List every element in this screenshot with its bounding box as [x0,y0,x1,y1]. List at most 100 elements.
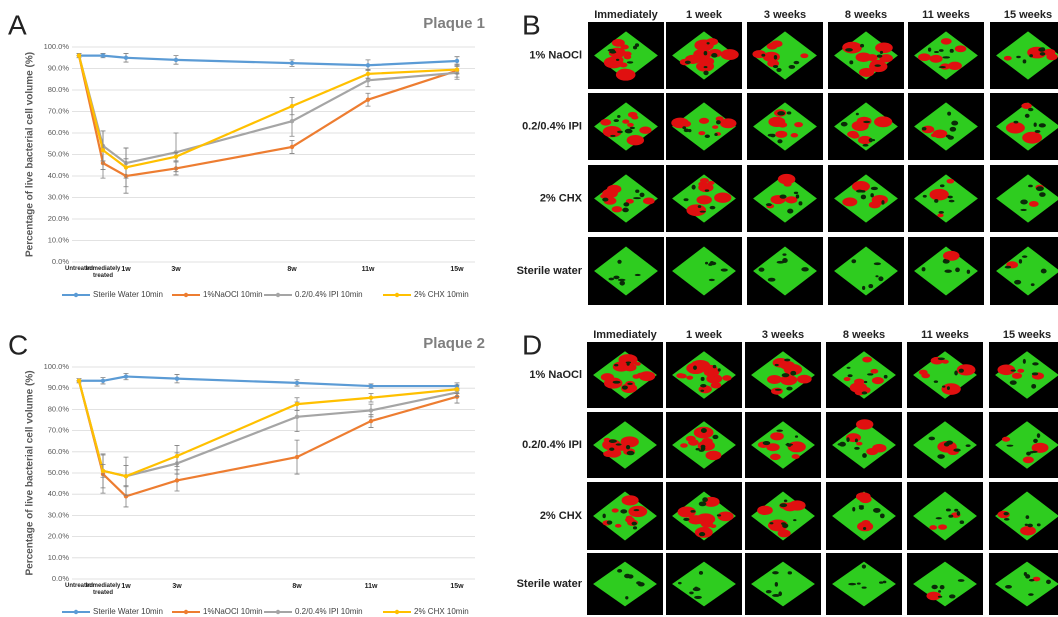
biofilm-gap [862,564,866,568]
biofilm-gap [967,270,970,274]
biofilm-red [688,439,699,445]
legend-marker [184,293,188,297]
biofilm-red [639,127,651,134]
biofilm-gap [770,134,775,138]
biofilm-gap [1041,269,1047,274]
biofilm-gap [620,281,625,286]
data-point [369,419,373,423]
legend-label: 2% CHX 10min [414,290,469,299]
biofilm-gap [775,364,779,366]
biofilm-gap [617,131,623,134]
biofilm-gap [618,279,626,281]
data-point [101,53,105,57]
biofilm-gap [786,387,792,391]
biofilm-red [698,131,705,135]
biofilm-gap [705,134,710,138]
biofilm-gap [705,262,708,265]
legend-marker [74,293,78,297]
biofilm-gap [1023,359,1026,364]
biofilm-gap [862,453,867,458]
biofilm-red [696,195,711,204]
biofilm-gap [955,268,960,273]
biofilm-red [699,118,709,124]
biofilm-red [1022,132,1042,144]
biofilm-red [686,376,693,380]
data-point [124,474,128,478]
biofilm-gap [768,278,776,282]
legend-label: 2% CHX 10min [414,607,469,616]
biofilm-gap [939,49,944,52]
biofilm-red [622,495,639,505]
biofilm-gap [627,363,630,366]
biofilm-gap [1005,266,1011,269]
x-tick-label: 11w [353,583,389,590]
y-tick-label: 60.0% [48,128,70,137]
biofilm-red [770,432,784,440]
biofilm-gap [693,587,701,591]
biofilm-gap [946,509,951,512]
biofilm-gap [1004,512,1009,515]
biofilm-red [771,388,783,395]
biofilm-gap [1024,572,1027,576]
biofilm-gap [950,49,954,53]
biofilm-gap [622,385,628,389]
biofilm-gap [688,129,692,132]
biofilm-gap [957,511,960,516]
biofilm-red [926,592,940,601]
biofilm-gap [789,65,796,69]
biofilm-gap [790,371,796,376]
biofilm-gap [862,144,868,147]
y-tick-label: 70.0% [48,426,70,435]
biofilm-gap [868,284,873,288]
biofilm-gap [699,571,703,575]
biofilm-gap [776,429,783,431]
data-point [124,56,128,60]
biofilm-gap [689,592,694,595]
y-tick-label: 0.0% [52,257,69,266]
y-tick-label: 10.0% [48,235,70,244]
y-tick-label: 100.0% [44,42,70,51]
x-tick-label: 8w [274,266,310,273]
x-tick-label: 15w [439,266,475,273]
data-point [455,67,459,71]
biofilm-gap [862,286,865,290]
biofilm-gap [959,369,964,373]
biofilm-gap [700,211,706,213]
biofilm-gap [859,505,864,507]
biofilm-gap [874,262,881,265]
y-tick-label: 70.0% [48,106,70,115]
biofilm-gap [875,275,878,277]
data-point [366,97,370,101]
biofilm-gap [1046,580,1051,584]
biofilm-gap [775,582,778,587]
data-point [290,61,294,65]
biofilm-gap [630,127,635,129]
biofilm-gap [766,590,772,593]
chart-title: Plaque 1 [423,15,485,32]
biofilm-gap [633,46,637,50]
biofilm-gap [613,381,621,384]
y-tick-label: 20.0% [48,532,70,541]
data-point [295,381,299,385]
x-tick-label: 1w [108,583,144,590]
biofilm-gap [714,133,717,136]
biofilm-gap [947,386,950,390]
biofilm-gap [854,447,860,450]
biofilm-red [620,44,628,49]
biofilm-gap [934,380,938,383]
biofilm-red [1002,437,1010,442]
biofilm-gap [617,260,621,264]
biofilm-gap [703,71,708,76]
biofilm-gap [640,193,645,198]
row-header: 2% CHX [540,510,583,522]
biofilm-red [722,375,731,381]
data-point [290,104,294,108]
column-header: 11 weeks [922,9,970,21]
biofilm-gap [633,197,641,199]
biofilm-red [698,182,706,187]
biofilm-red [862,520,871,525]
biofilm-gap [609,440,615,443]
biofilm-red [856,419,873,429]
biofilm-red [637,373,645,378]
biofilm-gap [776,68,781,72]
